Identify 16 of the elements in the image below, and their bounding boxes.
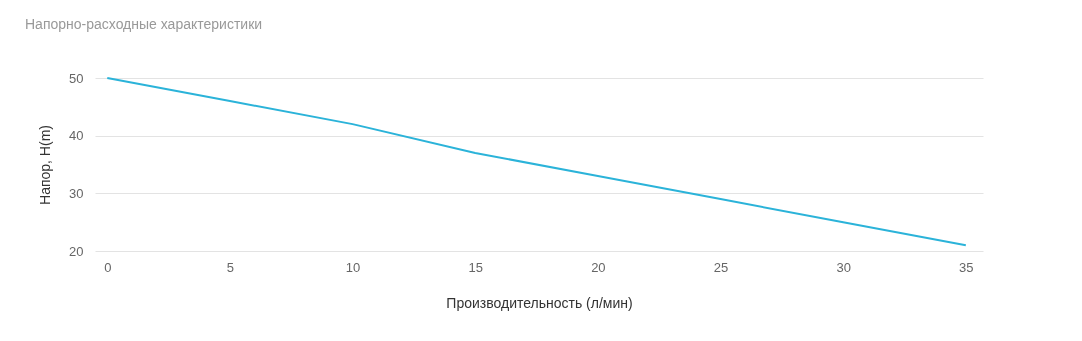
x-axis-title: Производительность (л/мин) bbox=[446, 294, 633, 311]
y-axis-title: Напор, H(m) bbox=[37, 125, 54, 205]
y-tick-label: 50 bbox=[69, 70, 84, 86]
line-series bbox=[106, 77, 967, 247]
x-tick-label: 25 bbox=[713, 259, 729, 275]
x-tick-label: 5 bbox=[226, 259, 235, 275]
x-tick-label: 20 bbox=[591, 259, 606, 275]
x-tick-label: 15 bbox=[468, 259, 483, 275]
x-tick-label: 10 bbox=[345, 259, 361, 275]
chart-title: Напорно-расходные характеристики bbox=[25, 16, 263, 32]
y-tick-label: 30 bbox=[69, 185, 84, 201]
x-tick-label: 35 bbox=[959, 259, 974, 275]
x-tick-label: 0 bbox=[104, 259, 112, 275]
y-tick-label: 20 bbox=[69, 243, 84, 259]
y-tick-label: 40 bbox=[69, 128, 84, 144]
x-tick-label: 30 bbox=[836, 259, 851, 275]
